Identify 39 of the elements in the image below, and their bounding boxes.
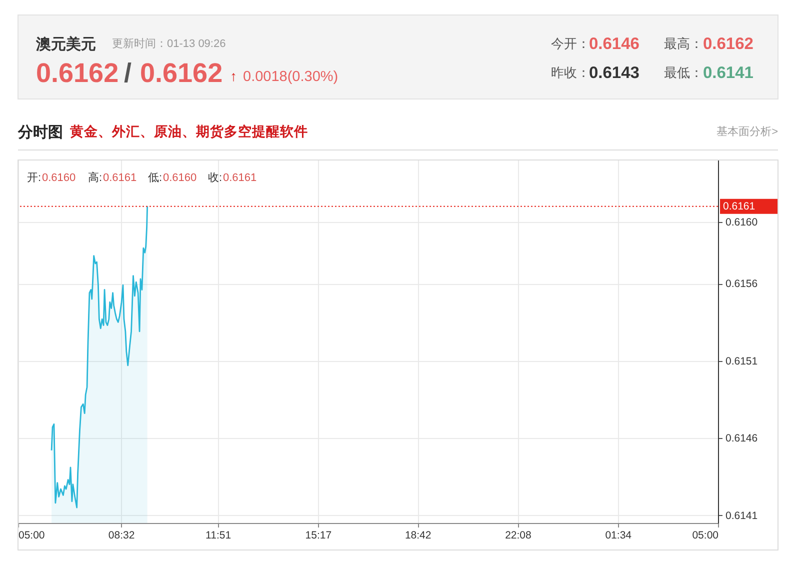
x-tick-label: 22:08 — [505, 530, 532, 542]
x-tick-label: 05:00 — [18, 530, 45, 542]
y-tick-label: 0.6141 — [726, 510, 758, 522]
annotation: 收: — [208, 172, 222, 184]
text: 澳元美元 — [35, 35, 96, 53]
annotation: 开: — [27, 172, 42, 184]
chart-subtitle: 黄金、外汇、原油、期货多空提醒软件 — [69, 123, 308, 139]
text: / — [124, 58, 132, 88]
x-tick-label: 01:34 — [605, 530, 632, 542]
x-tick-label: 15:17 — [305, 530, 332, 542]
y-tick-label: 0.6151 — [726, 355, 758, 368]
text: 0.6143 — [589, 64, 640, 82]
text: 昨收： — [551, 65, 590, 80]
text: ↑ — [230, 68, 237, 84]
x-tick-label: 18:42 — [404, 530, 432, 542]
text: 0.6162 — [703, 35, 754, 53]
annotation: 0.6160 — [163, 172, 197, 184]
ref-line-label: 0.6161 — [723, 200, 756, 212]
chart-title: 分时图 — [17, 124, 63, 141]
annotation: 高: — [88, 171, 102, 184]
text: 0.6162 — [140, 58, 223, 88]
x-tick-label: 11:51 — [206, 530, 232, 542]
annotation: 0.6161 — [103, 172, 137, 184]
y-tick-label: 0.6160 — [726, 216, 758, 228]
text: 基本面分析> — [716, 125, 778, 138]
x-tick-label: 08:32 — [108, 530, 135, 542]
text: 0.6162 — [36, 58, 119, 88]
y-tick-label: 0.6156 — [726, 278, 758, 290]
text: 最低： — [664, 65, 703, 80]
text: 最高： — [664, 36, 703, 51]
x-tick-label: 05:00 — [692, 530, 719, 542]
y-tick-label: 0.6146 — [726, 432, 758, 445]
text: 今开： — [551, 36, 590, 51]
annotation: 0.6160 — [42, 172, 76, 184]
text: 0.0018(0.30%) — [243, 69, 338, 85]
annotation: 低: — [148, 172, 162, 184]
text: 0.6146 — [589, 35, 640, 53]
text: 更新时间：01-13 09:26 — [112, 37, 226, 50]
annotation: 0.6161 — [223, 172, 257, 184]
